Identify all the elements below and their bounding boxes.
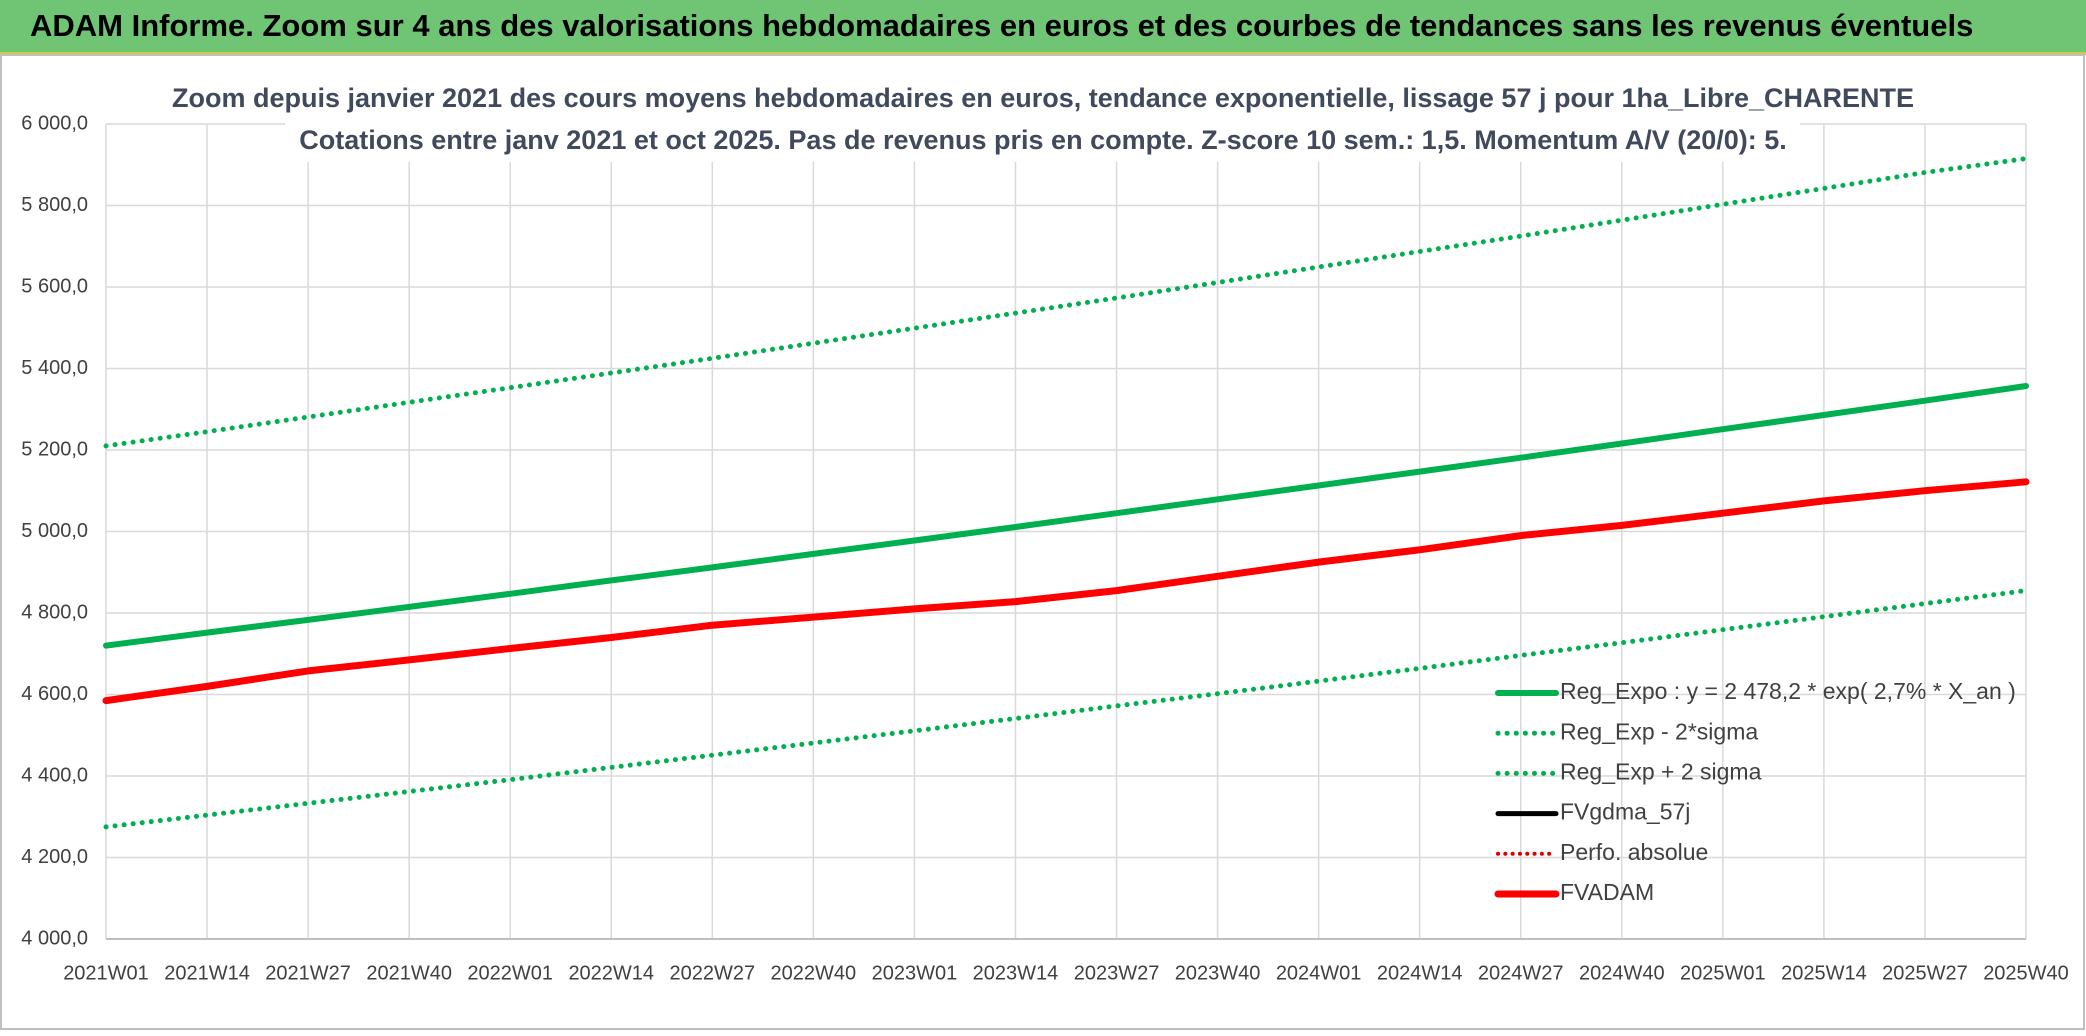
legend-label: Reg_Expo : y = 2 478,2 * exp( 2,7% * X_a…	[1560, 678, 2016, 704]
series-line	[103, 156, 2029, 449]
y-tick-label: 4 000,0	[21, 927, 88, 949]
y-tick-label: 4 800,0	[21, 601, 88, 623]
y-tick-label: 5 800,0	[21, 194, 88, 216]
y-tick-label: 4 400,0	[21, 764, 88, 786]
x-tick-label: 2022W14	[568, 962, 654, 984]
legend: Reg_Expo : y = 2 478,2 * exp( 2,7% * X_a…	[1494, 678, 2016, 905]
y-tick-label: 4 600,0	[21, 683, 88, 705]
x-tick-label: 2024W14	[1377, 962, 1463, 984]
x-tick-label: 2022W40	[771, 962, 857, 984]
chart-title: Zoom depuis janvier 2021 des cours moyen…	[172, 83, 1914, 113]
x-tick-label: 2024W40	[1579, 962, 1665, 984]
x-tick-label: 2025W01	[1680, 962, 1766, 984]
title-background	[285, 82, 1800, 162]
chart-subtitle: Cotations entre janv 2021 et oct 2025. P…	[299, 125, 1787, 155]
banner-edge	[0, 52, 2086, 55]
legend-label: FVADAM	[1560, 879, 1654, 905]
legend-label: Perfo. absolue	[1560, 839, 1708, 865]
x-tick-label: 2025W14	[1781, 962, 1867, 984]
x-tick-label: 2021W01	[63, 962, 149, 984]
legend-label: Reg_Exp + 2 sigma	[1560, 758, 1762, 784]
x-tick-label: 2021W40	[366, 962, 452, 984]
x-tick-label: 2021W27	[265, 962, 351, 984]
x-tick-label: 2024W27	[1478, 962, 1564, 984]
y-tick-label: 5 400,0	[21, 357, 88, 379]
y-tick-label: 5 000,0	[21, 520, 88, 542]
frame	[0, 54, 2085, 1030]
legend-label: FVgdma_57j	[1560, 799, 1690, 825]
x-tick-label: 2022W01	[467, 962, 553, 984]
legend-label: Reg_Exp - 2*sigma	[1560, 718, 1758, 744]
x-tick-label: 2023W14	[973, 962, 1059, 984]
series-line	[102, 478, 2030, 705]
y-tick-label: 5 200,0	[21, 438, 88, 460]
plot: 4 000,0 4 200,0 4 400,0 4 600,0 4 800,0 5 000…	[21, 112, 2069, 984]
x-tick-label: 2022W27	[670, 962, 756, 984]
x-tick-label: 2024W01	[1276, 962, 1362, 984]
banner	[0, 0, 2086, 54]
series-line	[103, 588, 2029, 830]
x-tick-label: 2023W27	[1074, 962, 1160, 984]
banner-title: ADAM Informe. Zoom sur 4 ans des valoris…	[30, 8, 1973, 43]
y-tick-label: 6 000,0	[21, 112, 88, 134]
x-tick-label: 2021W14	[164, 962, 250, 984]
y-tick-label: 4 200,0	[21, 846, 88, 868]
series-line	[103, 383, 2029, 649]
x-tick-label: 2023W01	[872, 962, 958, 984]
x-tick-label: 2025W27	[1882, 962, 1968, 984]
x-tick-label: 2023W40	[1175, 962, 1261, 984]
x-tick-label: 2025W40	[1983, 962, 2069, 984]
y-tick-label: 5 600,0	[21, 275, 88, 297]
